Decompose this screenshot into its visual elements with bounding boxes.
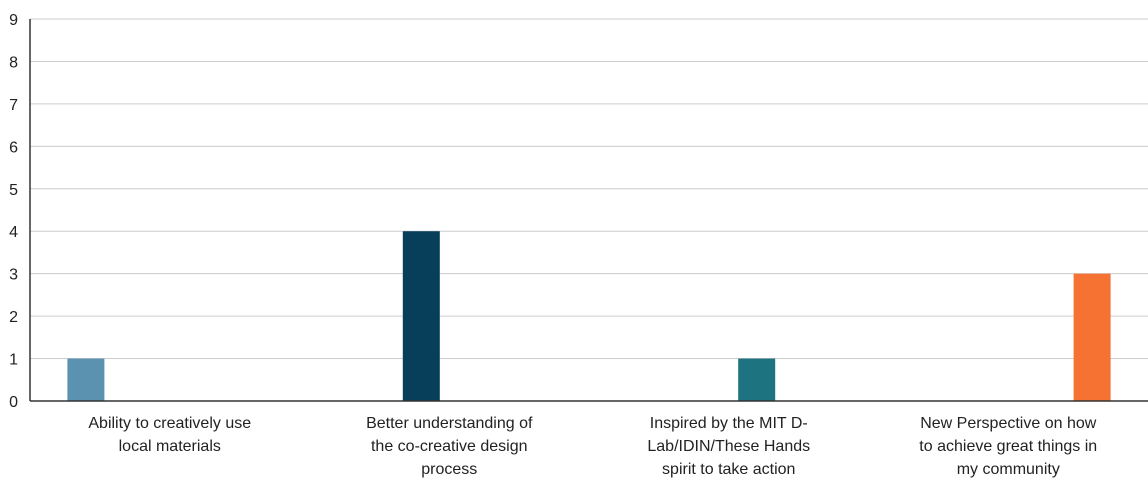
x-tick-label-line: to achieve great things in — [919, 438, 1097, 455]
x-axis-labels: Ability to creatively use local materials… — [88, 415, 1097, 478]
x-tick-label: Better understanding of the co-creative d… — [366, 415, 533, 478]
y-tick-label: 4 — [9, 224, 18, 241]
bar — [738, 358, 776, 401]
x-tick-label: Ability to creatively use local materials — [88, 415, 251, 455]
bar — [402, 231, 440, 401]
x-tick-label: New Perspective on how to achieve great t… — [919, 415, 1097, 478]
y-tick-label: 2 — [9, 309, 18, 326]
y-tick-label: 1 — [9, 352, 18, 369]
y-axis-ticks: 0 1 2 3 4 5 6 7 8 9 — [9, 12, 18, 411]
y-tick-label: 5 — [9, 182, 18, 199]
y-tick-label: 0 — [9, 394, 18, 411]
x-tick-label-line: local materials — [119, 438, 221, 455]
x-tick-label-line: the co-creative design — [371, 438, 528, 455]
x-tick-label-line: Lab/IDIN/These Hands — [647, 438, 810, 455]
x-tick-label-line: New Perspective on how — [920, 415, 1097, 432]
y-tick-label: 3 — [9, 267, 18, 284]
y-tick-label: 6 — [9, 139, 18, 156]
x-tick-label-line: my community — [957, 461, 1060, 478]
bar — [1073, 273, 1111, 401]
bar — [67, 358, 105, 401]
gridlines — [30, 18, 1148, 360]
x-tick-label-line: Ability to creatively use — [88, 415, 251, 432]
x-tick-label-line: Inspired by the MIT D- — [650, 415, 808, 432]
x-tick-label-line: Better understanding of — [366, 415, 533, 432]
y-tick-label: 7 — [9, 97, 18, 114]
x-tick-label: Inspired by the MIT D- Lab/IDIN/These Han… — [647, 415, 810, 478]
y-tick-label: 9 — [9, 12, 18, 29]
bars — [67, 231, 1111, 401]
x-tick-label-line: spirit to take action — [662, 461, 795, 478]
y-tick-label: 8 — [9, 54, 18, 71]
x-tick-label-line: process — [421, 461, 477, 478]
